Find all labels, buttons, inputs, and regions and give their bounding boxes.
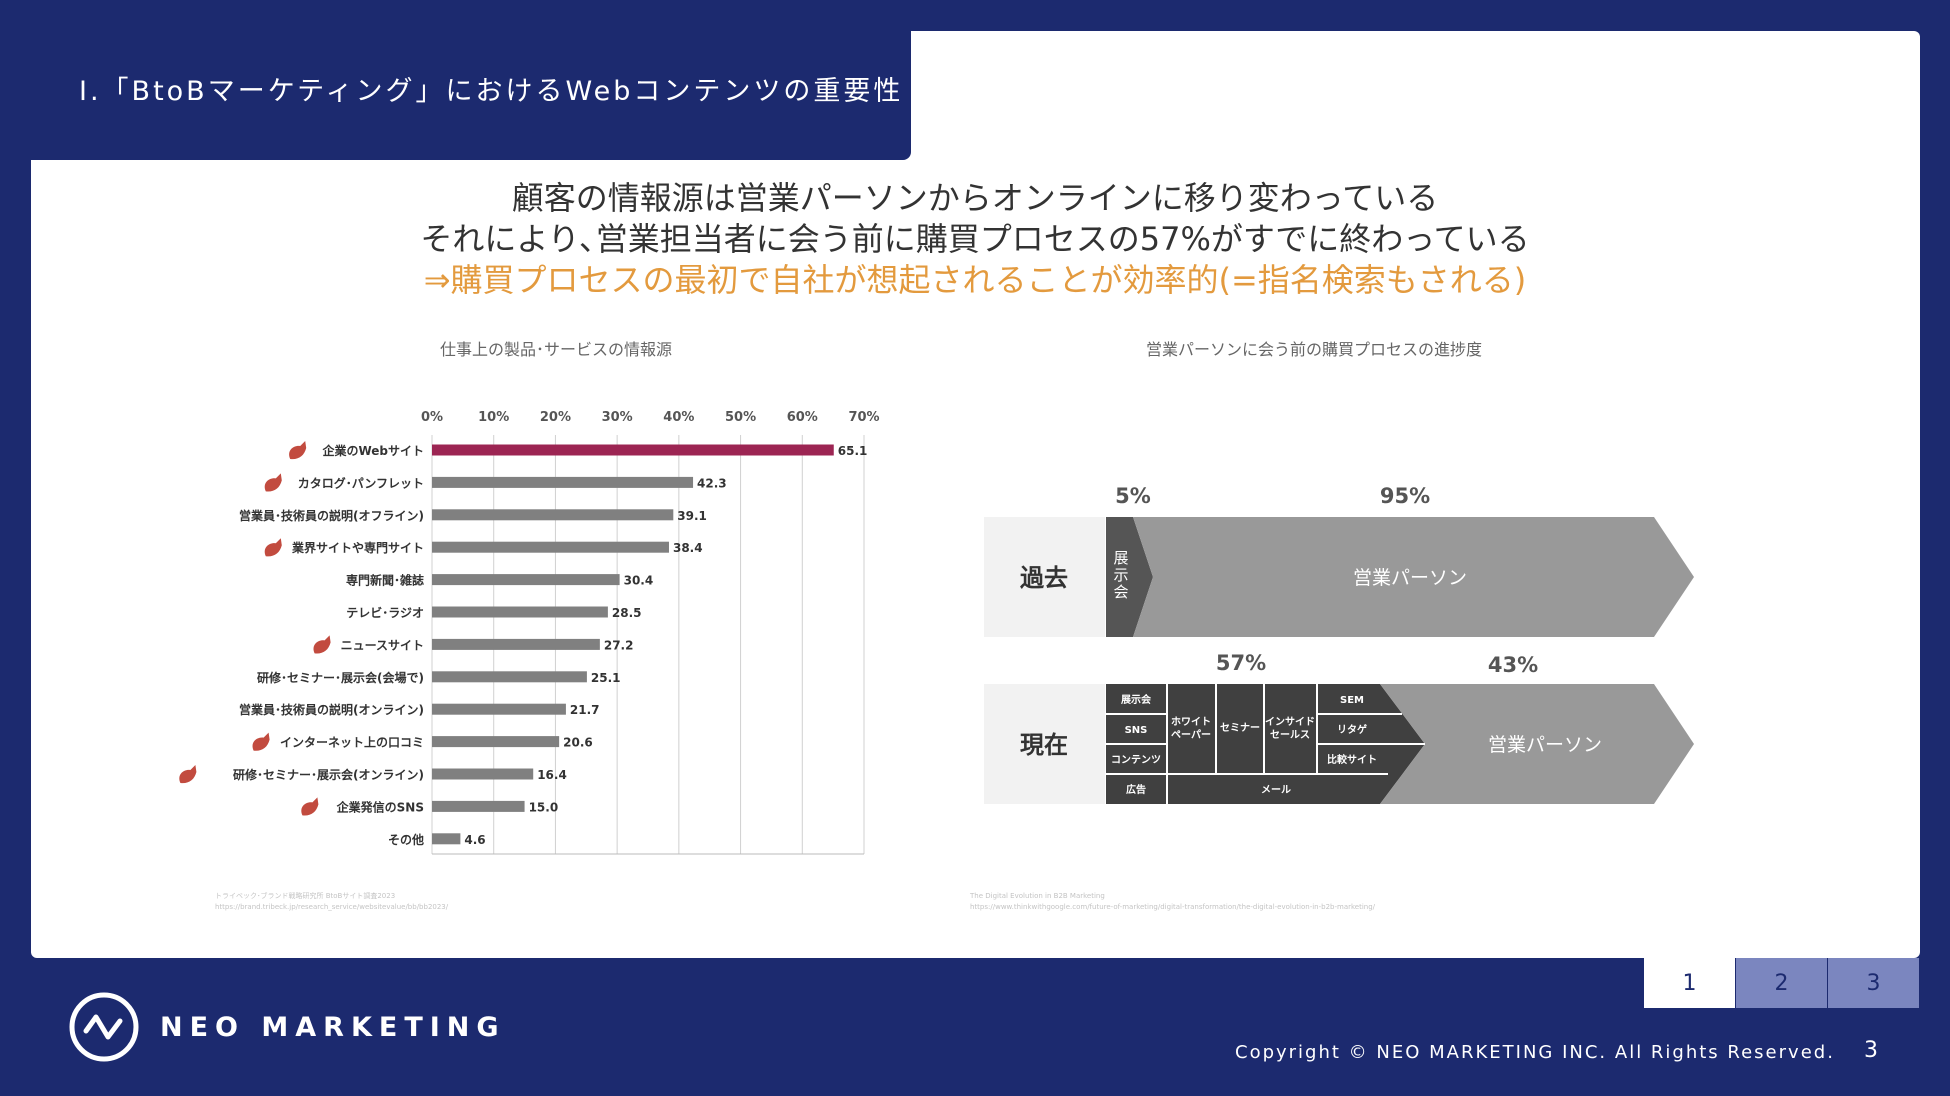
- headline-line-2: それにより､営業担当者に会う前に購買プロセスの57%がすでに終わっている: [420, 220, 1530, 258]
- neo-marketing-logo-icon: [69, 992, 139, 1062]
- process-chart-source: The Digital Evolution in B2B Marketing h…: [970, 891, 1375, 913]
- page-number: 3: [1864, 1038, 1878, 1063]
- section-title: Ⅰ.「BtoBマーケティング」におけるWebコンテンツの重要性: [79, 76, 904, 107]
- headline-line-1: 顧客の情報源は営業パーソンからオンラインに移り変わっている: [511, 179, 1439, 217]
- brand-name: NEO MARKETING: [160, 1012, 506, 1043]
- copyright: Copyright © NEO MARKETING INC. All Right…: [1235, 1042, 1835, 1063]
- page-button-3[interactable]: 3: [1828, 958, 1919, 1008]
- process-chart-title: 営業パーソンに会う前の購買プロセスの進捗度: [1146, 340, 1483, 359]
- page-button-1[interactable]: 1: [1644, 958, 1735, 1008]
- bar-chart-source-line-1: トライベック･ブランド戦略研究所 BtoBサイト調査2023: [215, 892, 396, 900]
- bar-chart-source-line-2: https://brand.tribeck.jp/research_servic…: [215, 903, 449, 911]
- page-button-2[interactable]: 2: [1736, 958, 1827, 1008]
- headline-line-3: ⇒購買プロセスの最初で自社が想起されることが効率的(=指名検索もされる): [423, 261, 1527, 299]
- bar-chart-source: トライベック･ブランド戦略研究所 BtoBサイト調査2023 https://b…: [215, 891, 448, 913]
- section-title-tab: Ⅰ.「BtoBマーケティング」におけるWebコンテンツの重要性: [31, 31, 911, 160]
- process-chart-source-line-2: https://www.thinkwithgoogle.com/future-o…: [970, 903, 1376, 911]
- pagination: 1 2 3: [1644, 958, 1920, 1008]
- bar-chart-title: 仕事上の製品･サービスの情報源: [440, 340, 673, 359]
- process-chart-source-line-1: The Digital Evolution in B2B Marketing: [970, 892, 1105, 900]
- slide-card: Ⅰ.「BtoBマーケティング」におけるWebコンテンツの重要性: [31, 31, 1920, 958]
